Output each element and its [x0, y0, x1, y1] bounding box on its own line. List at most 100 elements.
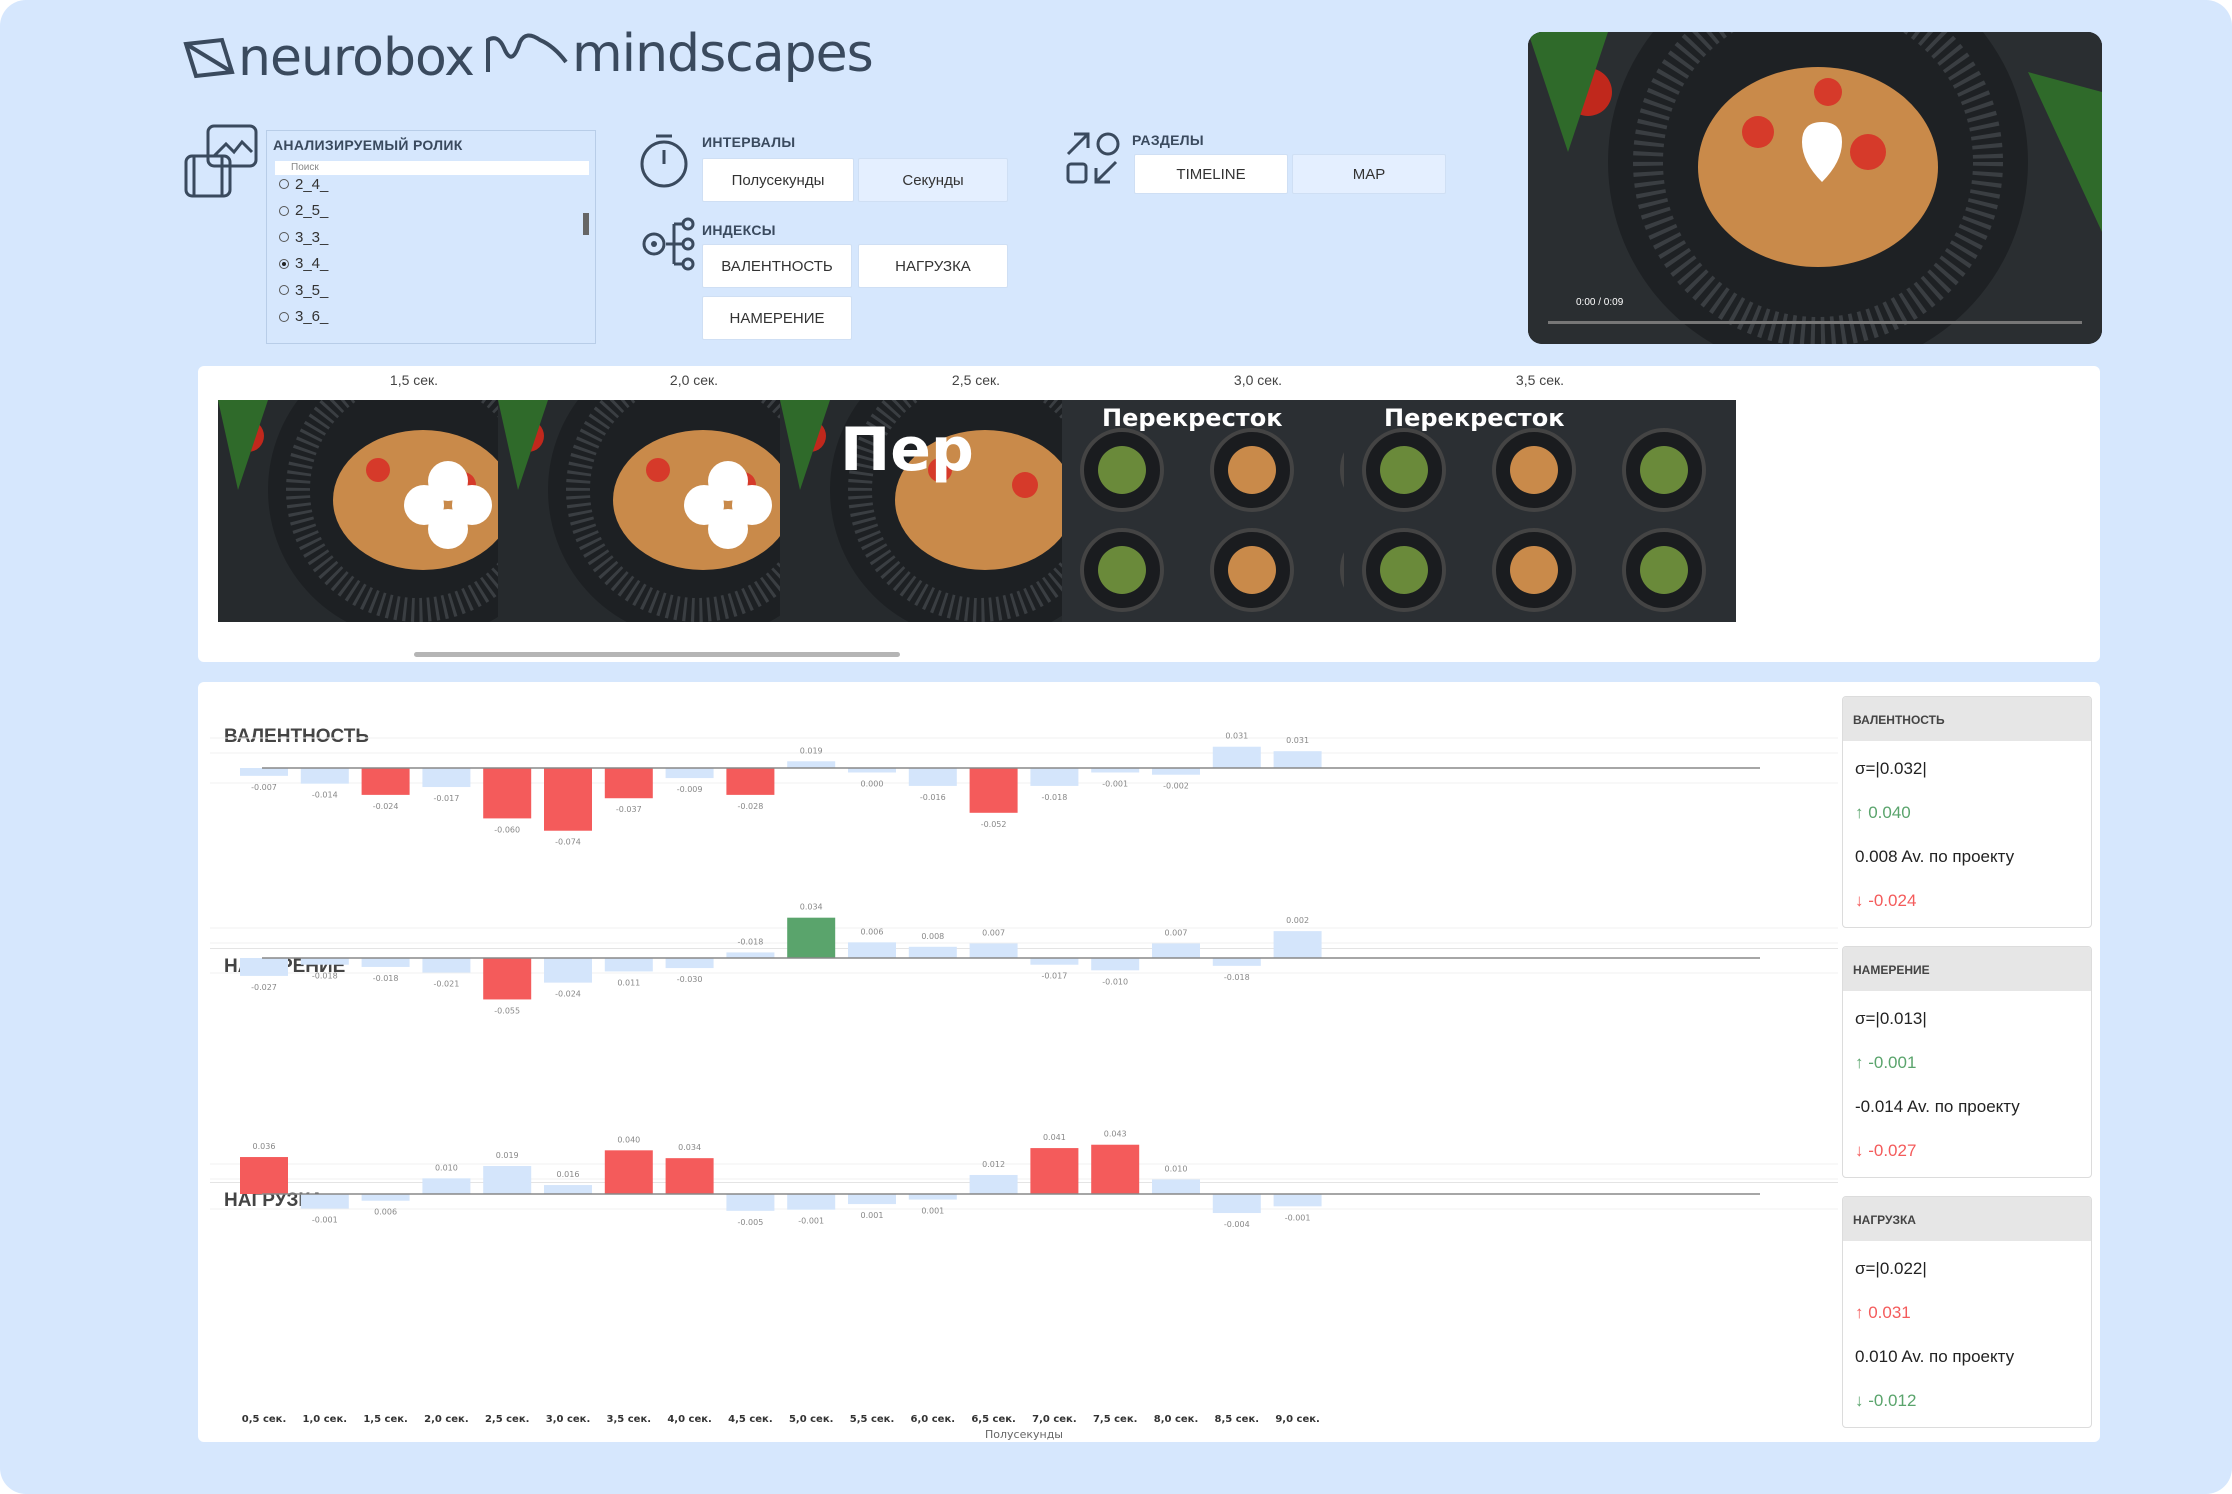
interval-seconds-button[interactable]: Секунды	[858, 158, 1008, 202]
bar[interactable]	[848, 768, 896, 773]
bar[interactable]	[665, 768, 714, 779]
bar-data-label: -0.074	[555, 838, 581, 847]
bar-data-label: 0.012	[982, 1160, 1005, 1169]
bar[interactable]	[422, 1178, 471, 1194]
bar[interactable]	[361, 1194, 410, 1201]
bar[interactable]	[544, 768, 592, 831]
bar[interactable]	[787, 1194, 836, 1210]
indices-label: ИНДЕКСЫ	[702, 222, 776, 238]
video-option-selected[interactable]: 3_4_	[279, 251, 328, 278]
section-timeline-button[interactable]: TIMELINE	[1134, 154, 1288, 194]
bar-data-label: -0.018	[373, 974, 399, 983]
thumbnail-frame[interactable]: Перекресток	[1344, 400, 1736, 622]
bar[interactable]	[1091, 1144, 1140, 1194]
thumbnail-time-label: 1,5 сек.	[389, 372, 439, 388]
bar[interactable]	[726, 952, 775, 958]
bar[interactable]	[908, 1194, 957, 1200]
bar[interactable]	[726, 768, 775, 795]
bar[interactable]	[361, 958, 410, 967]
bar[interactable]	[1030, 958, 1079, 965]
bar[interactable]	[483, 768, 532, 819]
video-option[interactable]: 3_3_	[279, 224, 328, 251]
video-option[interactable]: 2_4_	[279, 171, 328, 198]
bar[interactable]	[908, 946, 957, 958]
bar-data-label: -0.027	[251, 983, 277, 992]
bar[interactable]	[1152, 943, 1200, 958]
bar[interactable]	[604, 958, 653, 972]
thumbnail-strip-scrollbar[interactable]	[414, 652, 900, 657]
video-option[interactable]: 2_5_	[279, 198, 328, 225]
bar[interactable]	[422, 958, 471, 973]
x-tick-label: 3,5 сек.	[607, 1414, 652, 1425]
bar[interactable]	[1152, 768, 1200, 775]
video-option[interactable]: 3_6_	[279, 304, 328, 331]
chart-separator	[210, 948, 1838, 949]
bar[interactable]	[848, 1194, 896, 1205]
bar[interactable]	[969, 1174, 1018, 1194]
bar[interactable]	[726, 1194, 775, 1211]
bar-data-label: -0.018	[738, 937, 764, 946]
bar[interactable]	[422, 768, 471, 788]
mindscapes-logo-text: mindscapes	[572, 24, 874, 84]
bar[interactable]	[848, 942, 896, 958]
bar-data-label: 0.000	[861, 779, 884, 788]
video-progress-bar[interactable]	[1548, 321, 2082, 324]
video-player[interactable]: 0:00 / 0:09	[1528, 32, 2102, 344]
index-intention-button[interactable]: НАМЕРЕНИЕ	[702, 296, 852, 340]
bar[interactable]	[300, 1194, 349, 1209]
chart-separator	[210, 1182, 1838, 1183]
video-list-scrollbar[interactable]	[583, 213, 589, 235]
bar[interactable]	[1273, 1194, 1322, 1207]
bar[interactable]	[604, 1150, 653, 1194]
bar[interactable]	[240, 958, 288, 976]
bar[interactable]	[483, 958, 532, 1000]
bar[interactable]	[1091, 958, 1140, 971]
bar[interactable]	[483, 1166, 532, 1194]
bar[interactable]	[300, 958, 349, 965]
bar[interactable]	[1030, 1148, 1079, 1194]
bar[interactable]	[604, 768, 653, 799]
section-map-button[interactable]: MAP	[1292, 154, 1446, 194]
bar[interactable]	[665, 1158, 714, 1194]
bar-data-label: 0.001	[921, 1207, 944, 1216]
summary-upper: ↑ -0.001	[1855, 1053, 1917, 1072]
bar[interactable]	[1212, 958, 1261, 966]
bar[interactable]	[361, 768, 410, 795]
bar[interactable]	[240, 768, 288, 776]
bar-data-label: 0.010	[1165, 1164, 1188, 1173]
bar-data-label: -0.055	[494, 1006, 520, 1015]
bar[interactable]	[544, 958, 592, 983]
bar-data-label: -0.060	[494, 825, 520, 834]
bar[interactable]	[1030, 768, 1079, 786]
thumbnail-overlay-text: Перекресток	[1102, 404, 1282, 432]
thumbnail-strip[interactable]: 1,5 сек. 2,0 сек. 2,5 сек. Пер 3,0 сек. Перек…	[198, 366, 2100, 662]
bar[interactable]	[787, 917, 836, 958]
interval-halfseconds-button[interactable]: Полусекунды	[702, 158, 854, 202]
bar[interactable]	[969, 943, 1018, 958]
bar[interactable]	[1212, 1194, 1261, 1214]
index-load-button[interactable]: НАГРУЗКА	[858, 244, 1008, 288]
video-option[interactable]: 3_5_	[279, 277, 328, 304]
summary-upper: ↑ 0.040	[1855, 803, 1911, 822]
bar-data-label: 0.034	[678, 1143, 701, 1152]
bar-data-label: -0.005	[738, 1218, 764, 1227]
bar[interactable]	[908, 768, 957, 786]
video-search-input[interactable]: Поиск	[275, 161, 589, 175]
bar[interactable]	[787, 761, 836, 768]
bar[interactable]	[1273, 931, 1322, 958]
bar[interactable]	[665, 958, 714, 969]
summary-card: НАГРУЗКА σ=|0.022| ↑ 0.031 0.010 Av. по про…	[1842, 1196, 2092, 1428]
bar-data-label: 0.031	[1286, 736, 1309, 745]
bar[interactable]	[240, 1157, 288, 1194]
summary-card-title: ВАЛЕНТНОСТЬ	[1843, 697, 2091, 741]
bar[interactable]	[969, 768, 1018, 813]
bar[interactable]	[1212, 746, 1261, 768]
bar[interactable]	[544, 1185, 592, 1194]
bar[interactable]	[300, 768, 349, 784]
bar[interactable]	[1091, 768, 1140, 773]
bar[interactable]	[1273, 751, 1322, 768]
x-tick-label: 6,5 сек.	[971, 1414, 1016, 1425]
index-valence-button[interactable]: ВАЛЕНТНОСТЬ	[702, 244, 852, 288]
video-selector[interactable]: АНАЛИЗИРУЕМЫЙ РОЛИК Поиск 2_4_ 2_5_ 3_3_…	[266, 130, 596, 344]
bar[interactable]	[1152, 1179, 1200, 1194]
